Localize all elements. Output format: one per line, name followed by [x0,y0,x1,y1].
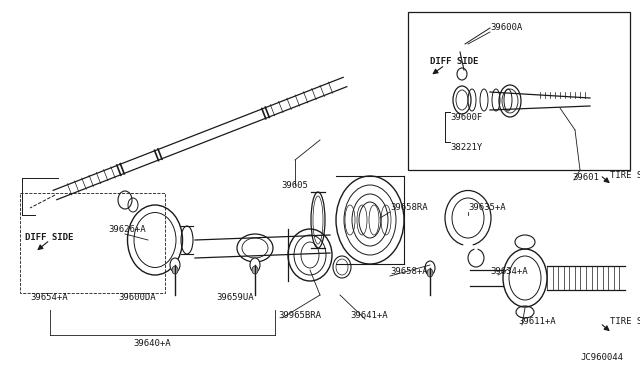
Text: TIRE SIDE: TIRE SIDE [610,170,640,180]
Ellipse shape [172,266,178,274]
Text: 39600F: 39600F [450,113,483,122]
Text: 39601: 39601 [572,173,599,183]
Ellipse shape [250,258,260,272]
Text: 39658+A: 39658+A [390,267,428,276]
Text: 39659UA: 39659UA [216,294,253,302]
Text: DIFF SIDE: DIFF SIDE [25,234,74,243]
Text: TIRE SIDE: TIRE SIDE [610,317,640,327]
Ellipse shape [252,266,258,274]
Text: 39605: 39605 [282,180,308,189]
Text: 39965BRA: 39965BRA [278,311,321,320]
Text: 39600A: 39600A [490,23,522,32]
Text: 39611+A: 39611+A [518,317,556,327]
Ellipse shape [427,269,433,277]
Text: JC960044: JC960044 [580,353,623,362]
Ellipse shape [170,258,180,272]
Text: 39634+A: 39634+A [490,267,527,276]
Ellipse shape [425,261,435,275]
Text: 39635+A: 39635+A [468,203,506,212]
Text: 39626+A: 39626+A [108,225,146,234]
Text: 39658RA: 39658RA [390,203,428,212]
Bar [408,12,630,170]
Text: 39600DA: 39600DA [118,294,156,302]
Text: 39641+A: 39641+A [350,311,388,320]
Text: 38221Y: 38221Y [450,144,483,153]
Bar [20,193,165,293]
Text: DIFF SIDE: DIFF SIDE [430,58,478,67]
Text: 39654+A: 39654+A [30,294,68,302]
Text: 39640+A: 39640+A [133,339,171,347]
